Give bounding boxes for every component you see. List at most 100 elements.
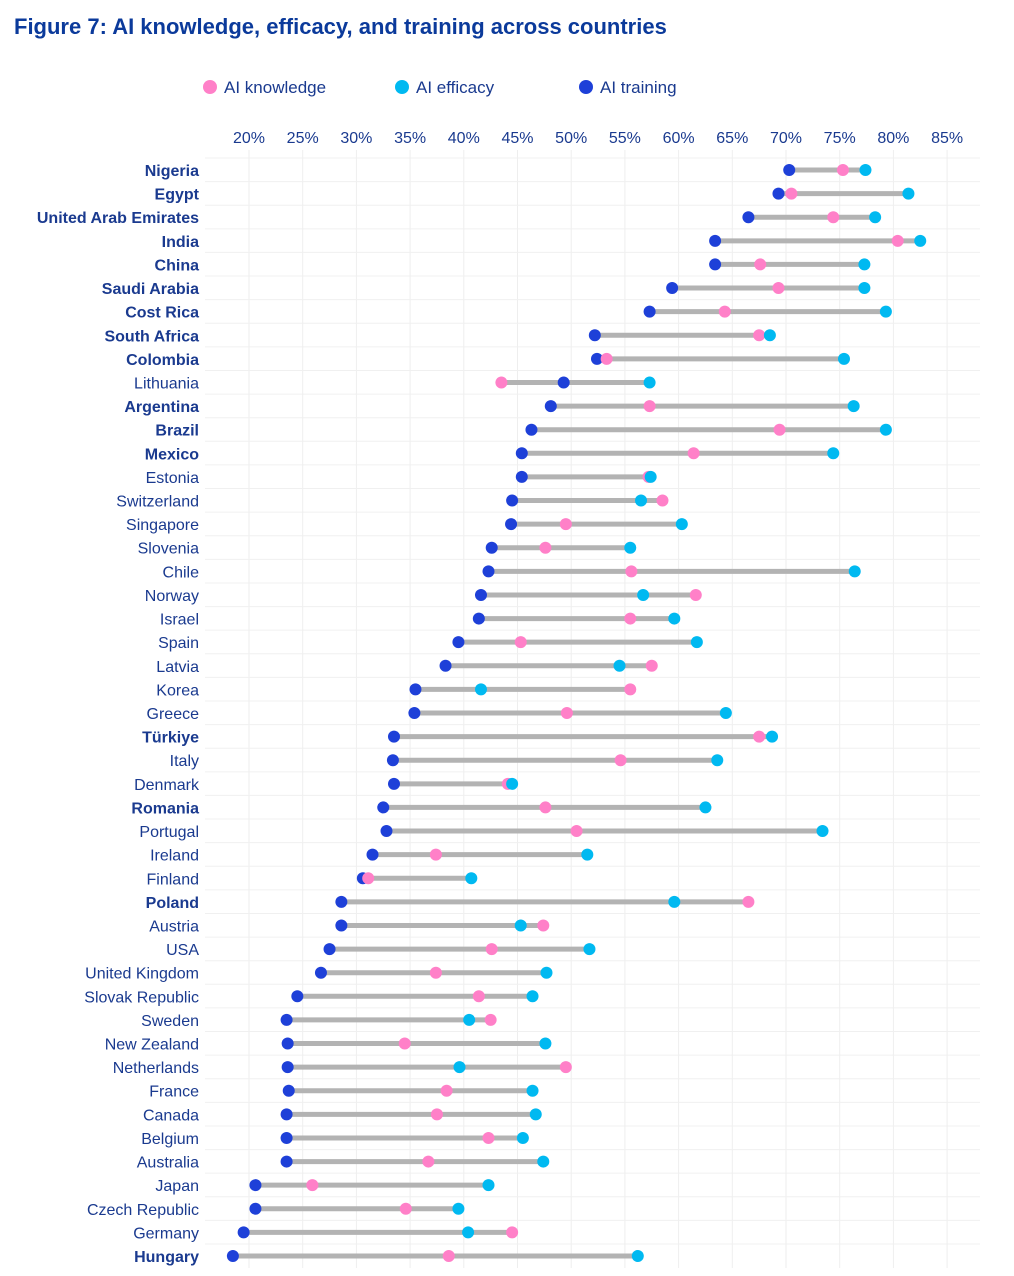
dot-ai-knowledge: [306, 1179, 319, 1192]
country-label: Mexico: [145, 446, 199, 463]
chart-title: Figure 7: AI knowledge, efficacy, and tr…: [14, 14, 667, 39]
country-label: Lithuania: [134, 375, 199, 392]
x-tick-label: 45%: [501, 130, 533, 147]
country-row: Argentina: [124, 393, 980, 416]
country-row: Brazil: [155, 417, 980, 440]
dot-ai-knowledge: [624, 683, 637, 696]
dot-ai-knowledge: [514, 636, 527, 649]
country-row: Spain: [158, 629, 980, 652]
country-row: Switzerland: [116, 488, 980, 511]
country-label: Saudi Arabia: [102, 281, 199, 298]
country-row: Austria: [149, 912, 980, 935]
dot-ai-knowledge: [440, 1084, 453, 1097]
dot-ai-knowledge: [836, 164, 849, 176]
dot-ai-knowledge: [422, 1155, 435, 1168]
country-label: Colombia: [126, 352, 199, 369]
dot-ai-training: [482, 565, 495, 578]
dot-ai-efficacy: [699, 801, 712, 814]
dot-ai-efficacy: [827, 447, 840, 460]
dot-ai-training: [506, 494, 519, 507]
country-row: Denmark: [134, 771, 980, 794]
legend-label: AI training: [600, 78, 677, 97]
country-label: Slovenia: [138, 541, 199, 558]
country-label: United Arab Emirates: [37, 210, 199, 227]
country-row: India: [162, 228, 980, 251]
dot-ai-knowledge: [442, 1250, 455, 1262]
country-label: Argentina: [124, 399, 199, 416]
dot-ai-training: [515, 447, 528, 460]
country-label: Romania: [131, 800, 199, 817]
country-row: Finland: [147, 865, 980, 888]
country-label: Hungary: [134, 1249, 199, 1266]
dot-ai-training: [280, 1108, 293, 1121]
x-tick-label: 35%: [394, 130, 426, 147]
country-row: USA: [166, 936, 980, 959]
country-label: Brazil: [155, 423, 199, 440]
country-label: Belgium: [141, 1131, 199, 1148]
legend-marker-e: [395, 80, 409, 94]
dot-ai-training: [772, 187, 785, 200]
country-label: Korea: [156, 682, 199, 699]
dot-ai-efficacy: [506, 777, 519, 790]
rows: Nigeria Egypt United Arab Emirates India Chi…: [37, 157, 980, 1266]
dot-ai-training: [335, 895, 348, 908]
country-row: Japan: [155, 1172, 980, 1195]
country-label: Chile: [163, 564, 200, 581]
dot-ai-efficacy: [613, 659, 626, 672]
dot-ai-efficacy: [540, 966, 553, 979]
x-tick-label: 40%: [448, 130, 480, 147]
dot-ai-training: [742, 211, 755, 224]
dot-ai-efficacy: [643, 376, 656, 389]
dot-ai-efficacy: [583, 943, 596, 956]
country-label: Greece: [147, 706, 200, 723]
dot-ai-efficacy: [668, 895, 681, 908]
dot-ai-knowledge: [560, 707, 573, 719]
dot-ai-knowledge: [754, 258, 767, 271]
dot-ai-knowledge: [362, 872, 375, 885]
dot-ai-training: [666, 282, 679, 295]
x-tick-label: 80%: [877, 130, 909, 147]
dot-ai-efficacy: [537, 1155, 550, 1168]
country-label: China: [155, 257, 200, 274]
dot-ai-training: [237, 1226, 250, 1239]
dot-ai-training: [280, 1131, 293, 1144]
dot-ai-training: [709, 234, 722, 247]
country-row: Sweden: [141, 1007, 980, 1030]
country-label: New Zealand: [105, 1037, 199, 1054]
x-tick-label: 65%: [716, 130, 748, 147]
legend-label: AI knowledge: [224, 78, 326, 97]
country-row: Romania: [131, 794, 980, 817]
dot-ai-knowledge: [506, 1226, 519, 1239]
country-label: Switzerland: [116, 494, 199, 511]
country-row: Poland: [146, 889, 980, 912]
dot-ai-efficacy: [631, 1250, 644, 1262]
dot-ai-knowledge: [624, 612, 637, 625]
x-tick-label: 75%: [824, 130, 856, 147]
country-row: Germany: [133, 1219, 980, 1242]
dot-ai-training: [387, 730, 400, 743]
dot-ai-knowledge: [537, 919, 550, 932]
x-axis-ticks: 20% 25% 30% 35% 40% 45% 50% 55% 60% 65% 70% 75% 80% 8…: [233, 130, 963, 147]
dot-ai-training: [452, 636, 465, 649]
dot-ai-knowledge: [773, 423, 786, 436]
country-label: Sweden: [141, 1013, 199, 1030]
dot-ai-efficacy: [668, 612, 681, 625]
dot-ai-efficacy: [581, 848, 594, 861]
country-row: United Kingdom: [85, 960, 980, 983]
country-label: Netherlands: [113, 1060, 199, 1077]
dot-ai-efficacy: [539, 1037, 552, 1050]
dot-ai-training: [588, 329, 601, 342]
dot-ai-knowledge: [718, 305, 731, 318]
dot-ai-efficacy: [879, 423, 892, 436]
dot-ai-knowledge: [539, 801, 552, 814]
dot-ai-training: [335, 919, 348, 932]
country-label: Latvia: [156, 659, 199, 676]
dot-ai-knowledge: [600, 352, 613, 365]
dot-ai-training: [472, 612, 485, 625]
dot-ai-efficacy: [869, 211, 882, 224]
x-tick-label: 50%: [555, 130, 587, 147]
dot-ai-training: [281, 1061, 294, 1074]
dot-ai-knowledge: [429, 848, 442, 861]
country-row: Israel: [160, 606, 980, 629]
